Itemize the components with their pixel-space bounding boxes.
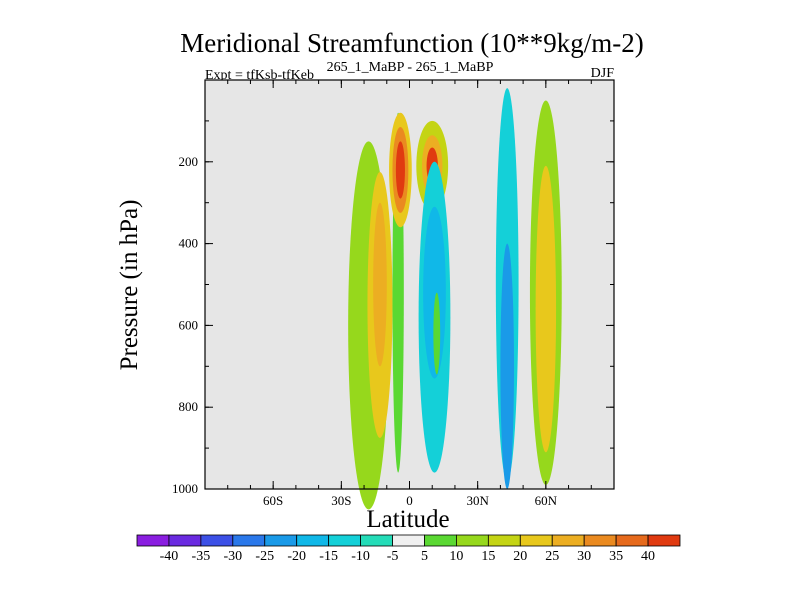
colorbar-swatch (551, 534, 585, 547)
y-tick-label: 200 (179, 154, 199, 169)
colorbar-label: -35 (192, 549, 211, 564)
colorbar-label: 10 (449, 549, 463, 564)
colorbar-swatch (232, 534, 266, 547)
field-cell-16 (535, 165, 557, 453)
colorbar-label: 5 (421, 549, 428, 564)
colorbar-label: -25 (255, 549, 274, 564)
y-tick-label: 400 (179, 236, 199, 251)
y-tick-label: 600 (179, 317, 199, 332)
streamfunction-field (348, 88, 562, 510)
y-axis-label: Pressure (in hPa) (116, 200, 143, 371)
field-cell-11 (423, 206, 446, 379)
field-cell-14 (500, 243, 515, 489)
colorbar-label: 25 (545, 549, 559, 564)
colorbar-swatch (583, 534, 617, 547)
colorbar-swatch (136, 534, 170, 547)
colorbar-swatch (328, 534, 361, 547)
colorbar-swatch (487, 534, 521, 547)
colorbar-swatch (456, 534, 489, 547)
x-tick-label: 30S (331, 493, 351, 508)
x-axis-label: Latitude (366, 506, 449, 533)
colorbar-swatch (615, 534, 649, 547)
colorbar-swatch (296, 534, 330, 547)
colorbar-swatch (519, 534, 553, 547)
colorbar-swatch (168, 534, 202, 547)
colorbar-swatch (264, 534, 298, 547)
colorbar-swatch (647, 534, 681, 547)
x-tick-label: 60N (535, 493, 558, 508)
colorbar-label: 40 (641, 549, 655, 564)
colorbar-swatch (200, 534, 234, 547)
colorbar-label: 20 (513, 549, 527, 564)
colorbar-label: 35 (609, 549, 623, 564)
field-cell-6 (395, 141, 405, 199)
chart-subtitle-left: Expt = tfKsb-tfKeb (205, 68, 314, 83)
x-tick-label: 0 (406, 493, 413, 508)
colorbar-label: -20 (287, 549, 306, 564)
colorbar-label: -30 (223, 549, 242, 564)
colorbar-swatch (392, 534, 425, 547)
y-tick-label: 1000 (172, 481, 198, 496)
y-tick-label: 800 (179, 399, 199, 414)
colorbar-label: -10 (351, 549, 370, 564)
x-tick-label: 30N (466, 493, 489, 508)
colorbar-label: -15 (319, 549, 338, 564)
colorbar: -40 -35 -30 -25 -20 -15 -10 -5 5 10 15 20 25 30 35 40 (136, 534, 681, 564)
colorbar-label: -40 (160, 549, 179, 564)
chart-title: Meridional Streamfunction (10**9kg/m-2) (180, 28, 643, 58)
colorbar-swatch (360, 534, 393, 547)
chart-subtitle-center: 265_1_MaBP - 265_1_MaBP (327, 60, 494, 75)
chart-subtitle-right: DJF (591, 66, 615, 81)
colorbar-swatch (424, 534, 457, 547)
colorbar-label: -5 (387, 549, 399, 564)
axis-ticks: 60S 30S 0 30N 60N 200 400 600 800 1000 (172, 80, 615, 508)
colorbar-label: 30 (577, 549, 591, 564)
colorbar-label: 15 (481, 549, 495, 564)
field-cell-2 (373, 202, 387, 367)
field-cell-12 (433, 292, 441, 375)
x-tick-label: 60S (263, 493, 283, 508)
